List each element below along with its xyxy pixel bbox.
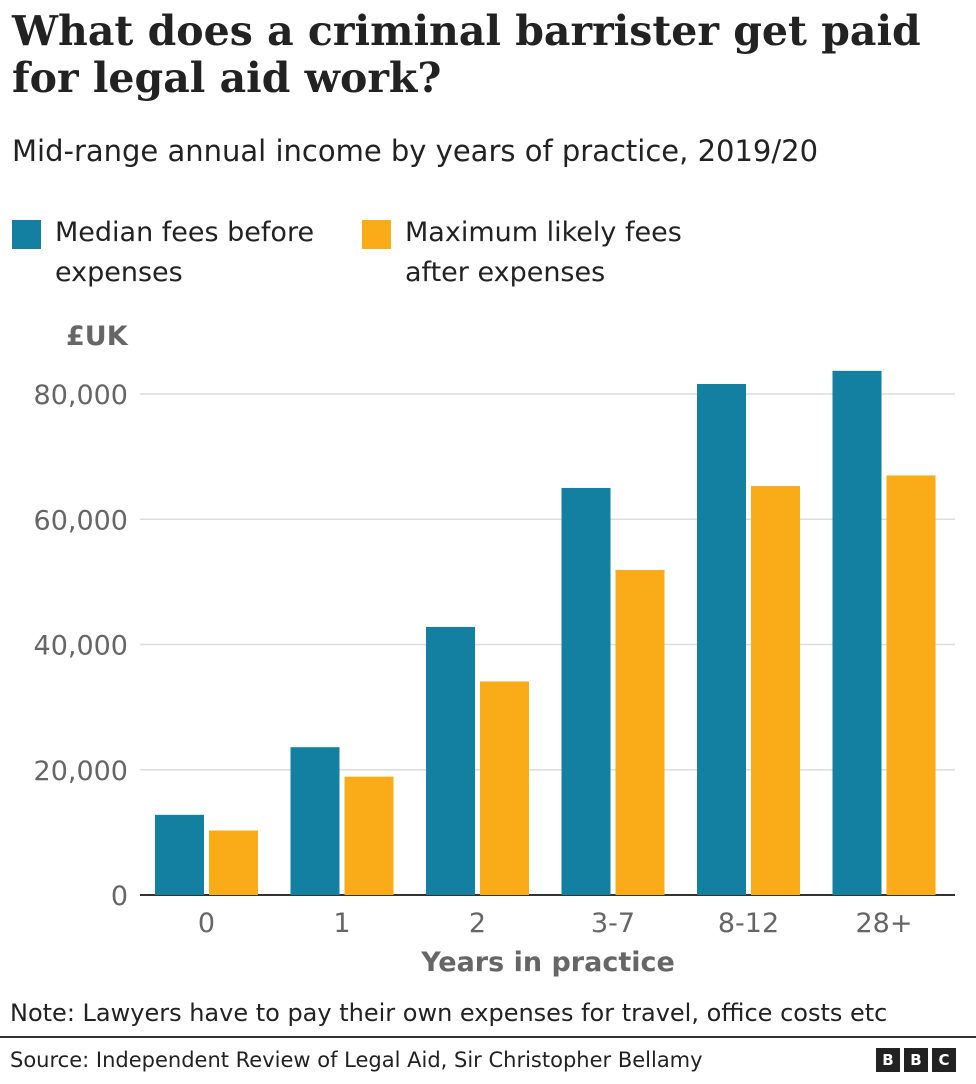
x-tick-label: 2 [469,908,486,939]
bbc-logo-c: C [932,1048,956,1072]
legend-swatch-maximum [362,220,391,249]
x-tick-label: 0 [198,908,215,939]
bar-chart: £UK 0 20,000 40,000 60,000 80,000 0 1 2 3-7 8-12 28… [34,321,955,978]
x-tick-label: 3-7 [591,908,635,939]
y-tick-label: 60,000 [34,505,128,536]
chart-subtitle: Mid-range annual income by years of prac… [12,134,819,168]
x-tick-label: 1 [333,908,350,939]
bar-maximum-2 [480,681,529,895]
chart-note: Note: Lawyers have to pay their own expe… [10,999,888,1027]
bar-maximum-3 [615,569,665,895]
bar-median-3 [561,487,611,895]
bar-maximum-5 [886,475,936,895]
legend-item-maximum: Maximum likely fees after expenses [362,213,705,293]
footer-divider [0,1036,976,1038]
bar-maximum-4 [751,486,800,895]
bar-median-4 [697,383,746,895]
legend-item-median: Median fees before expenses [12,213,355,293]
y-tick-label: 20,000 [34,756,128,787]
x-axis-label: Years in practice [420,947,675,978]
bar-median-5 [832,370,882,895]
x-tick-label: 28+ [856,908,913,939]
bbc-logo-b2: B [904,1048,928,1072]
bar-maximum-1 [344,776,394,895]
bbc-logo-b1: B [876,1048,900,1072]
y-axis-label: £UK [66,321,129,352]
bar-median-0 [155,814,204,895]
bar-median-1 [290,747,340,895]
legend-label-maximum: Maximum likely fees after expenses [405,217,682,288]
y-tick-label: 0 [111,881,128,912]
chart-source: Source: Independent Review of Legal Aid,… [10,1048,703,1072]
y-tick-label: 40,000 [34,631,128,662]
bar-median-2 [426,626,475,895]
legend-label-median: Median fees before expenses [55,217,315,288]
y-tick-label: 80,000 [34,380,128,411]
x-tick-label: 8-12 [718,908,779,939]
chart-title: What does a criminal barrister get paid … [12,7,921,102]
legend-swatch-median [12,220,41,249]
bar-maximum-0 [209,830,258,895]
